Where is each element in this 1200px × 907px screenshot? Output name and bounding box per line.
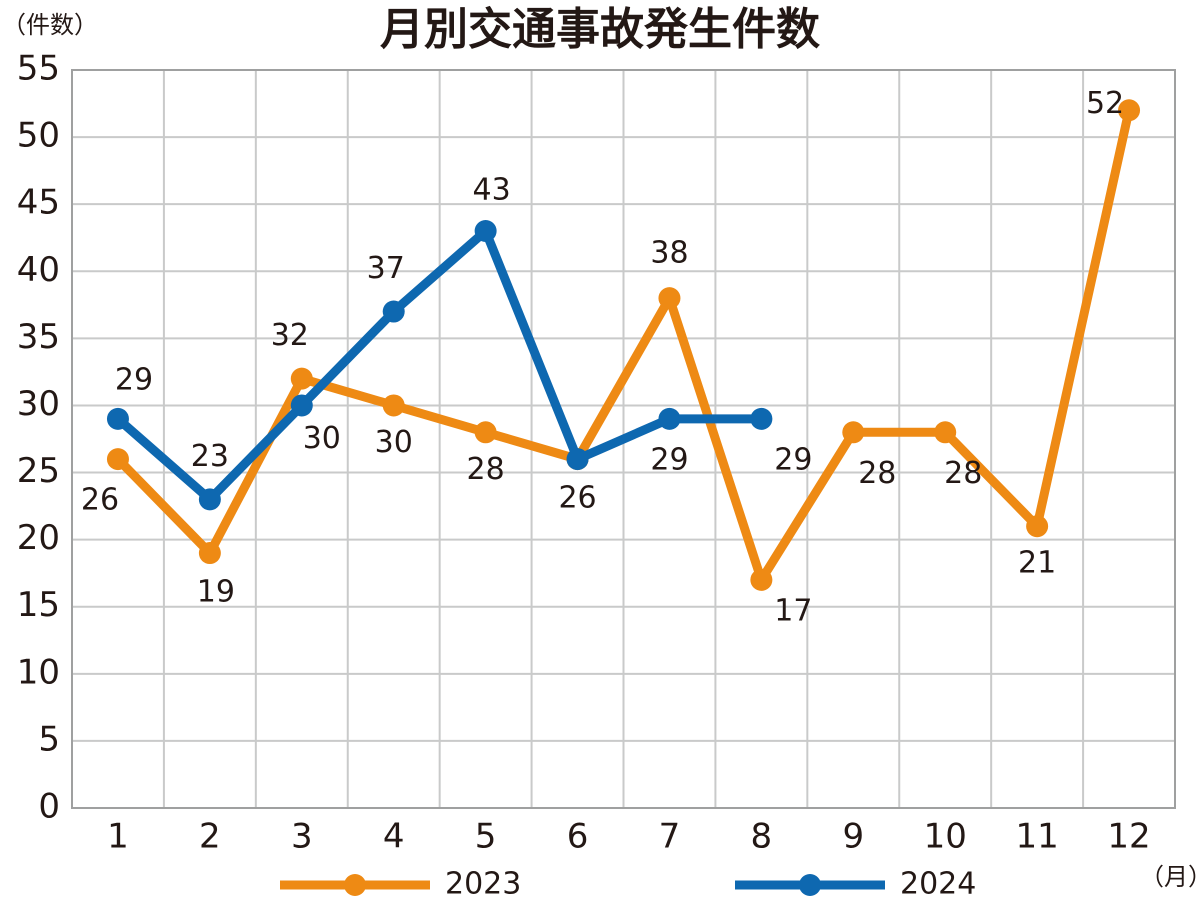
data-point: [1118, 99, 1141, 122]
data-point: [382, 394, 405, 417]
y-axis-unit: （件数）: [2, 11, 98, 39]
data-point: [658, 407, 681, 430]
data-label: 28: [467, 452, 505, 487]
data-point: [474, 220, 497, 243]
data-point: [1026, 515, 1049, 538]
data-label: 26: [81, 483, 119, 518]
data-point: [566, 448, 589, 471]
legend-marker: [799, 874, 821, 896]
data-point: [290, 367, 313, 390]
x-tick-label: 12: [1107, 817, 1150, 857]
x-tick-label: 8: [751, 817, 773, 857]
data-label: 17: [774, 593, 812, 628]
data-point: [658, 287, 681, 310]
legend-marker: [344, 874, 366, 896]
data-point: [474, 421, 497, 444]
legend-label: 2024: [900, 867, 976, 902]
data-label: 29: [650, 442, 688, 477]
y-tick-label: 20: [17, 518, 60, 558]
series-line: [114, 109, 1134, 585]
y-tick-label: 35: [17, 317, 60, 357]
y-tick-label: 45: [17, 183, 60, 223]
data-label: 30: [375, 425, 413, 460]
data-point: [290, 394, 313, 417]
data-point: [198, 542, 221, 565]
y-tick-label: 15: [17, 585, 60, 625]
data-point: [106, 407, 129, 430]
y-tick-label: 5: [38, 719, 60, 759]
data-label: 52: [1086, 86, 1124, 121]
data-point: [934, 421, 957, 444]
y-tick-label: 10: [17, 652, 60, 692]
data-label: 21: [1018, 546, 1056, 581]
data-point: [382, 300, 405, 323]
y-tick-label: 55: [17, 49, 60, 89]
data-label: 29: [115, 362, 153, 397]
data-label: 29: [774, 442, 812, 477]
x-axis-unit: （月）: [1140, 863, 1200, 891]
data-point: [750, 407, 773, 430]
y-tick-label: 50: [17, 116, 60, 156]
data-label: 30: [303, 421, 341, 456]
data-label: 28: [858, 456, 896, 491]
data-point: [106, 448, 129, 471]
legend-label: 2023: [445, 867, 521, 902]
x-tick-label: 5: [475, 817, 497, 857]
plot-frame: [71, 69, 1176, 809]
data-point: [842, 421, 865, 444]
data-label: 28: [944, 456, 982, 491]
data-label: 26: [558, 481, 596, 516]
data-label: 43: [473, 173, 511, 208]
series-line: [114, 226, 762, 504]
chart-title: 月別交通事故発生件数: [380, 4, 820, 55]
x-tick-label: 7: [659, 817, 681, 857]
data-point: [750, 568, 773, 591]
x-tick-label: 10: [924, 817, 967, 857]
y-tick-label: 30: [17, 384, 60, 424]
data-label: 37: [367, 251, 405, 286]
x-tick-label: 9: [842, 817, 864, 857]
x-tick-label: 11: [1015, 817, 1058, 857]
x-tick-label: 4: [383, 817, 405, 857]
y-tick-label: 25: [17, 451, 60, 491]
x-tick-label: 1: [107, 817, 129, 857]
x-tick-label: 3: [291, 817, 313, 857]
data-label: 23: [191, 439, 229, 474]
data-label: 19: [197, 575, 235, 610]
x-tick-label: 6: [567, 817, 589, 857]
y-tick-label: 0: [38, 787, 60, 827]
data-point: [198, 488, 221, 511]
data-label: 32: [271, 318, 309, 353]
x-tick-label: 2: [199, 817, 221, 857]
data-label: 38: [650, 236, 688, 271]
y-tick-label: 40: [17, 250, 60, 290]
